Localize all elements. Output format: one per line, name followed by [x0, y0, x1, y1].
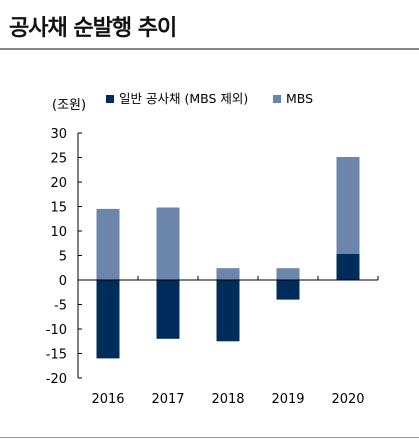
x-tick-label: 2018 [211, 392, 244, 407]
y-tick-label: -10 [46, 323, 67, 338]
title-divider [0, 48, 419, 50]
x-tick-label: 2016 [91, 392, 124, 407]
y-tick-label: 0 [59, 274, 67, 289]
bar-mbs-2017 [156, 207, 180, 280]
x-tick-label: 2020 [331, 392, 364, 407]
bar-mbs-2020 [336, 157, 360, 254]
bar-mbs-2018 [216, 268, 240, 280]
y-tick-label: -15 [46, 348, 67, 363]
legend-label-mbs: MBS [286, 91, 313, 106]
bar-general-2018 [216, 280, 240, 342]
legend-swatch-mbs [273, 95, 281, 103]
y-tick-label: 30 [50, 127, 67, 142]
axes-group: 2016 2017 2018 2019 2020 30 25 20 15 10 5 0 -5 -10 -15… [46, 127, 379, 407]
legend-swatch-general [106, 95, 114, 103]
y-tick-label: -20 [46, 372, 67, 387]
y-tick-label: 15 [50, 201, 67, 216]
y-tick-label: 5 [59, 250, 67, 265]
bar-general-2019 [276, 280, 300, 300]
bar-general-2020 [336, 254, 360, 280]
legend-label-general: 일반 공사채 (MBS 제외) [119, 91, 248, 106]
bar-mbs-2016 [96, 208, 120, 280]
bottom-divider [0, 437, 419, 438]
bar-mbs-2019 [276, 268, 300, 280]
bar-general-2016 [96, 280, 120, 359]
y-tick-label: -5 [54, 299, 67, 314]
bars-group [96, 157, 360, 359]
x-tick-label: 2017 [151, 392, 184, 407]
bar-general-2017 [156, 280, 180, 339]
y-tick-label: 25 [50, 152, 67, 167]
y-tick-label: 10 [50, 225, 67, 240]
page-title: 공사채 순발행 추이 [9, 16, 177, 41]
x-tick-label: 2019 [271, 392, 304, 407]
y-tick-label: 20 [50, 176, 67, 191]
unit-label: (조원) [52, 98, 86, 113]
